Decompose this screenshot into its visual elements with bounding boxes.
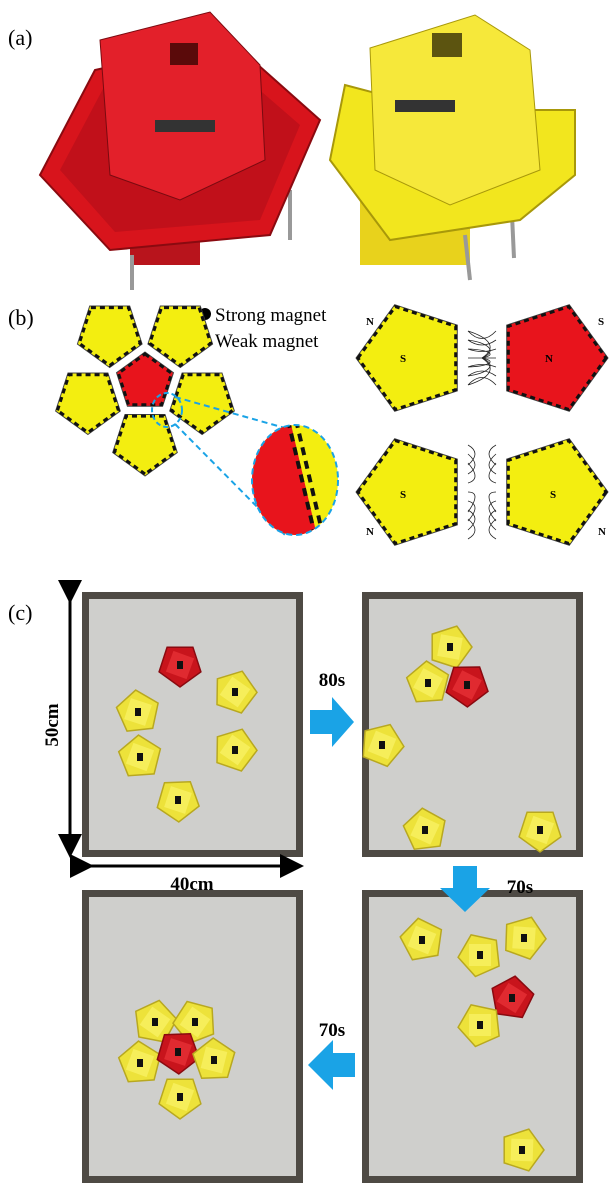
photo-yellow-robot	[330, 15, 575, 280]
robot-hole	[422, 826, 428, 834]
robot-hole	[379, 741, 385, 749]
field-line	[468, 358, 496, 367]
robot-hole	[135, 708, 141, 716]
figure: (a) (b) (c) Strong magnet Weak magnet N …	[0, 0, 615, 1185]
field-line	[468, 454, 496, 474]
robot-hole	[232, 746, 238, 754]
pole-label: S	[400, 353, 406, 365]
robot-hole	[477, 1021, 483, 1029]
field-line	[468, 445, 496, 465]
magnet-diagram	[56, 305, 608, 546]
step-time: 80s	[319, 670, 345, 691]
robot-hole	[521, 934, 527, 942]
field-line	[468, 519, 496, 539]
robot-hole	[509, 994, 515, 1002]
pole-label: N	[545, 353, 553, 365]
robot-hole	[232, 688, 238, 696]
robot-hole	[137, 1059, 143, 1067]
pole-label: S	[550, 489, 556, 501]
dimension-label: 40cm	[170, 874, 213, 895]
step-time: 70s	[507, 877, 533, 898]
robot-hole	[519, 1146, 525, 1154]
robot-hole	[211, 1056, 217, 1064]
field-line	[468, 510, 496, 530]
dimension-label: 50cm	[42, 703, 63, 746]
pole-label: N	[366, 316, 374, 328]
robot-hole	[477, 951, 483, 959]
robot-hole	[177, 1093, 183, 1101]
field-line	[468, 331, 496, 358]
step-arrow	[308, 1040, 355, 1090]
photo-red-robot	[40, 12, 320, 290]
field-line	[468, 349, 496, 358]
robot-hole	[175, 1048, 181, 1056]
field-line	[468, 492, 496, 512]
robot-hole	[447, 643, 453, 651]
panel-label: (a)	[8, 25, 32, 50]
step-arrow	[310, 697, 354, 747]
pole-label: S	[400, 489, 406, 501]
robot-hole	[537, 826, 543, 834]
pole-label: N	[366, 526, 374, 538]
robot-hole	[464, 681, 470, 689]
robot-hole	[192, 1018, 198, 1026]
robot-hole	[425, 679, 431, 687]
field-line	[468, 358, 496, 385]
field-line	[468, 463, 496, 483]
legend-label: Weak magnet	[215, 331, 319, 352]
pole-label: N	[598, 526, 606, 538]
panel-label: (c)	[8, 600, 32, 625]
robot-hole	[177, 661, 183, 669]
robot-hole	[175, 796, 181, 804]
step-time: 70s	[319, 1020, 345, 1041]
arena-floor	[89, 599, 296, 850]
zoom-view	[240, 420, 360, 540]
panel-label: (b)	[8, 305, 34, 330]
pentagon	[148, 306, 213, 368]
pole-label: S	[598, 316, 604, 328]
field-line	[468, 501, 496, 521]
robot-hole	[419, 936, 425, 944]
pentagon	[170, 373, 235, 435]
legend-label: Strong magnet	[215, 305, 327, 326]
robot-hole	[137, 753, 143, 761]
robot-hole	[152, 1018, 158, 1026]
